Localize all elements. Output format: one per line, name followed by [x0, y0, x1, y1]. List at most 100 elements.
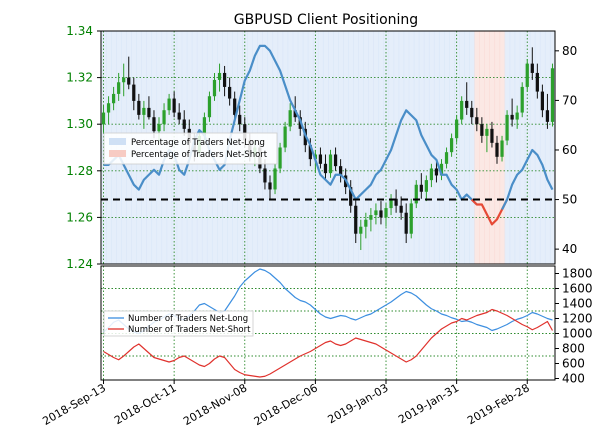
candle [222, 65, 227, 97]
candle [444, 147, 449, 169]
candle [137, 93, 141, 120]
candle [505, 110, 509, 146]
candle-body [207, 96, 212, 118]
candle-body [399, 205, 403, 213]
candle-body [167, 98, 171, 111]
candle-body [424, 180, 428, 192]
chart-title: GBPUSD Client Positioning [234, 12, 418, 28]
candle-body [182, 119, 186, 129]
period-shade [292, 31, 299, 264]
candle-body [318, 154, 323, 164]
candle-body [238, 114, 242, 125]
candle-body [449, 138, 454, 153]
candle-body [172, 98, 176, 113]
candle-body [495, 142, 499, 157]
candle [318, 147, 323, 169]
top-panel-frame [100, 30, 556, 265]
candle-body [455, 119, 459, 139]
legend-net-long-swatch [109, 138, 126, 145]
candle-body [122, 77, 126, 83]
candle [182, 110, 186, 136]
period-shade [433, 31, 440, 264]
candle-body [364, 219, 368, 227]
candle [328, 149, 333, 178]
candle [490, 121, 494, 148]
bottom-grid [101, 266, 555, 380]
period-shade [368, 31, 374, 264]
candle [419, 173, 423, 199]
candle-body [359, 226, 363, 234]
percent-tick-label: 70 [562, 93, 577, 107]
period-shade [428, 31, 435, 264]
candle [545, 93, 550, 129]
candle-body [505, 114, 509, 141]
candle-body [212, 79, 217, 97]
price-tick-label: 1.26 [66, 210, 93, 224]
candle-body [152, 117, 156, 132]
period-shade [549, 31, 555, 264]
candle [379, 201, 383, 225]
period-shade [534, 31, 541, 264]
period-shade [474, 31, 480, 264]
candle [384, 203, 388, 227]
candle [480, 117, 484, 143]
candle [167, 93, 171, 115]
candle [217, 63, 222, 92]
period-shade [378, 31, 385, 264]
legend-net-short-label: Percentage of Traders Net-Short [131, 150, 268, 160]
candle [228, 77, 232, 106]
candle-body [490, 128, 494, 143]
candle [354, 198, 358, 244]
candle-body [127, 77, 131, 85]
candle-body [147, 107, 151, 118]
top-panel: 1.24 1.26 1.28 1.30 1.32 1.34 40 50 60 70 80 Perc… [66, 24, 577, 271]
candle [495, 135, 499, 164]
candle-body [263, 168, 267, 183]
candle [278, 142, 282, 174]
candle [429, 163, 434, 188]
period-shade [509, 31, 516, 264]
count-tick-label: 400 [562, 372, 585, 386]
candle [404, 203, 408, 244]
candle [333, 147, 338, 171]
percent-tick-label: 80 [562, 44, 577, 58]
candle-body [101, 112, 106, 125]
count-tick-label: 1400 [562, 297, 593, 311]
candle-body [510, 114, 514, 120]
candle [500, 135, 504, 162]
date-tick-label: 2018-Sep-13 [40, 381, 108, 428]
candle [434, 161, 439, 183]
candle [323, 154, 328, 181]
net-short-pct-segment [470, 198, 509, 226]
date-tick-label: 2018-Oct-11 [112, 381, 178, 427]
period-shade [403, 31, 410, 264]
date-tick-label: 2018-Nov-08 [181, 381, 249, 428]
candle-body [243, 124, 247, 141]
candle-body [409, 203, 413, 234]
period-shade [358, 31, 364, 264]
candle [207, 91, 212, 122]
price-tick-label: 1.32 [66, 71, 93, 85]
candle [177, 103, 181, 125]
period-shade [363, 31, 369, 264]
period-shade [464, 31, 470, 264]
candle-body [525, 63, 529, 87]
candle-body [414, 184, 418, 204]
candle [172, 91, 176, 118]
candle [455, 114, 459, 143]
candle [449, 133, 454, 157]
period-shade [408, 31, 415, 264]
candle-body [106, 103, 111, 113]
candle [273, 163, 277, 195]
period-shade [413, 31, 420, 264]
price-tick-label: 1.34 [66, 24, 93, 38]
period-shade [504, 31, 511, 264]
candle [535, 63, 539, 99]
candle-body [535, 72, 539, 92]
candle [460, 96, 464, 125]
candle-body [540, 91, 545, 111]
top-legend: Percentage of Traders Net-Long Percentag… [103, 132, 278, 165]
period-shade [322, 31, 329, 264]
period-shade [328, 31, 334, 264]
